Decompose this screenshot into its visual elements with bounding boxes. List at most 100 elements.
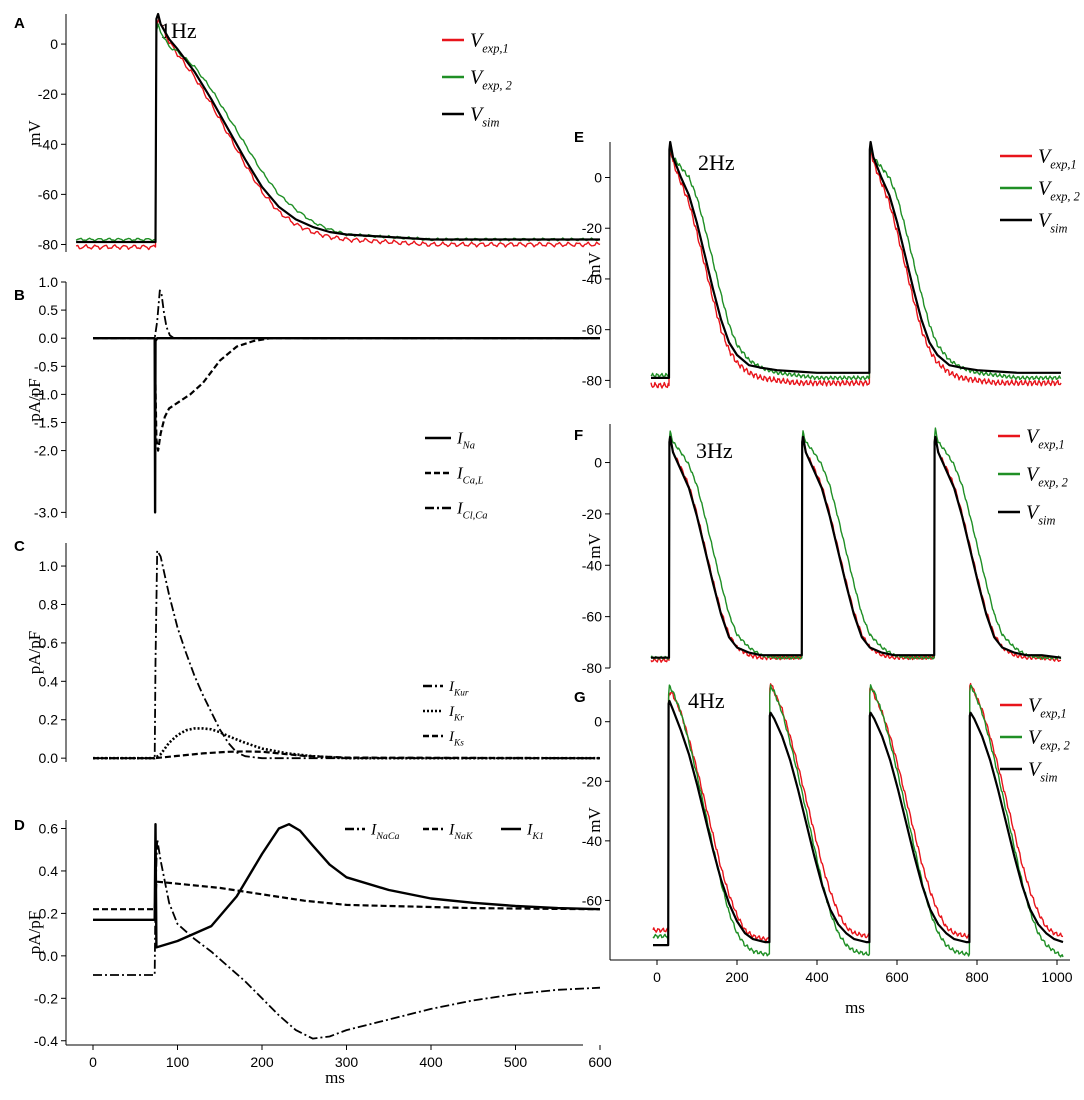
x-tick-label: 100: [166, 1054, 190, 1070]
legend-label: Vsim: [1038, 210, 1067, 236]
series-line-v-exp-1: [650, 145, 1062, 389]
legend-label: Vexp,1: [1026, 426, 1065, 452]
y-tick-label: -40: [38, 136, 58, 152]
y-axis-label: mV: [585, 807, 604, 833]
legend: Vexp,1 Vexp, 2 Vsim: [998, 426, 1068, 528]
y-tick-label: -40: [582, 557, 602, 573]
legend-label: Vsim: [1028, 759, 1057, 785]
legend-label: IKs: [448, 729, 464, 749]
legend-label: IKur: [448, 679, 469, 699]
x-tick-label: 800: [965, 969, 989, 985]
y-tick-label: 0.0: [39, 330, 59, 346]
y-axis-label: mV: [25, 120, 44, 146]
y-tick-label: 0.4: [39, 673, 59, 689]
y-axis-label: pA/pF: [25, 631, 44, 674]
y-tick-label: 0.0: [39, 750, 59, 766]
x-tick-label: 500: [504, 1054, 528, 1070]
y-tick-label: -1.5: [34, 414, 58, 430]
y-tick-label: -0.4: [34, 1033, 58, 1049]
x-tick-label: 1000: [1041, 969, 1072, 985]
x-tick-label: 200: [725, 969, 749, 985]
y-tick-label: 0.6: [39, 635, 59, 651]
legend-label: Vsim: [1026, 502, 1055, 528]
legend-label: Vexp,1: [1028, 695, 1067, 721]
series-line-v-exp-1: [652, 682, 1064, 943]
series-line-i-k1: [93, 823, 601, 949]
y-tick-label: 0.8: [39, 596, 59, 612]
x-tick-label: 400: [805, 969, 829, 985]
panel-letter: C: [14, 538, 25, 555]
legend-label: IK1: [526, 821, 544, 842]
panel-letter: B: [14, 287, 25, 304]
x-tick-label: 300: [335, 1054, 359, 1070]
x-axis-label: ms: [325, 1068, 345, 1087]
series-line-i-cl-ca: [93, 289, 600, 340]
y-tick-label: -3.0: [34, 504, 58, 520]
y-tick-label: -40: [582, 271, 602, 287]
y-tick-label: 0.4: [39, 863, 59, 879]
y-tick-label: -60: [582, 609, 602, 625]
panel-letter: E: [574, 129, 584, 146]
y-tick-label: 0.2: [39, 712, 59, 728]
y-tick-label: 0.6: [39, 820, 59, 836]
legend-label: Vexp, 2: [1026, 464, 1068, 490]
y-tick-label: -40: [582, 833, 602, 849]
y-tick-label: 0: [50, 36, 58, 52]
y-tick-label: -20: [582, 773, 602, 789]
series-line-v-sim: [651, 140, 1061, 379]
panel-d: D 0.6 0.4 0.2 0.0 -0.2 -0.4 pA/pF 0 100 200 300 400 5…: [14, 817, 612, 1087]
y-tick-label: -80: [582, 372, 602, 388]
frequency-annotation: 4Hz: [688, 688, 725, 713]
series-line-v-sim: [653, 699, 1064, 947]
panel-a: A 0 -20 -40 -60 -80 mV 1Hz Vexp,1 Vexp, 2 Vsim: [14, 12, 601, 252]
legend-label: INa: [456, 429, 475, 452]
panel-letter: D: [14, 817, 25, 834]
legend-label: INaCa: [370, 821, 399, 842]
series-line-v-exp-2: [650, 427, 1062, 660]
panel-letter: A: [14, 15, 25, 32]
y-tick-label: -80: [38, 236, 58, 252]
y-tick-label: -0.2: [34, 990, 58, 1006]
y-tick-label: -20: [582, 220, 602, 236]
series-line-v-exp-2: [650, 147, 1062, 381]
panel-letter: F: [574, 427, 583, 444]
y-tick-label: 0: [594, 714, 602, 730]
x-axis-label: ms: [845, 998, 865, 1017]
series-line-i-kr: [93, 727, 600, 760]
y-tick-label: 1.0: [39, 558, 59, 574]
y-axis-label: mV: [585, 533, 604, 559]
series-line-v-sim: [76, 12, 600, 244]
legend-label: Vexp,1: [470, 30, 509, 56]
legend-label: Vsim: [470, 104, 499, 130]
series-line-i-na: [93, 337, 600, 514]
panel-f: F0 -20 -40 -60 -80 mV 3Hz Vexp,1 Vexp, 2 Vsim: [574, 424, 1068, 676]
y-tick-label: 0: [594, 170, 602, 186]
frequency-annotation: 3Hz: [696, 438, 733, 463]
x-tick-label: 600: [885, 969, 909, 985]
y-tick-label: 1.0: [39, 274, 59, 290]
y-tick-label: 0.5: [39, 302, 59, 318]
legend-label: Vexp, 2: [1038, 178, 1080, 204]
panel-b: B 1.0 0.5 0.0 -0.5 -1.0 -1.5 -2.0 -3.0 pA/pF INa IC…: [14, 274, 600, 522]
legend: IKur IKr IKs: [423, 679, 469, 749]
legend: Vexp,1 Vexp, 2 Vsim: [1000, 146, 1080, 236]
x-tick-label: 0: [89, 1054, 97, 1070]
legend-label: INaK: [448, 821, 474, 842]
series-line-v-sim: [651, 435, 1062, 659]
legend-label: ICl,Ca: [456, 499, 488, 522]
y-tick-label: 0: [594, 455, 602, 471]
frequency-annotation: 1Hz: [160, 18, 197, 43]
y-tick-label: 0.0: [39, 948, 59, 964]
legend-label: Vexp, 2: [1028, 727, 1070, 753]
legend: INa ICa,L ICl,Ca: [425, 429, 488, 522]
series-line-i-nak: [93, 880, 601, 911]
x-tick-label: 200: [250, 1054, 274, 1070]
panel-e: E 0 -20 -40 -60 -80 mV 2Hz Vexp,1 Vexp, 2 Vsim: [574, 129, 1080, 389]
y-tick-label: -2.0: [34, 443, 58, 459]
series-line-i-kur: [93, 549, 600, 760]
series-line-i-naca: [93, 838, 601, 1040]
y-tick-label: 0.2: [39, 905, 59, 921]
legend-label: Vexp, 2: [470, 67, 512, 93]
